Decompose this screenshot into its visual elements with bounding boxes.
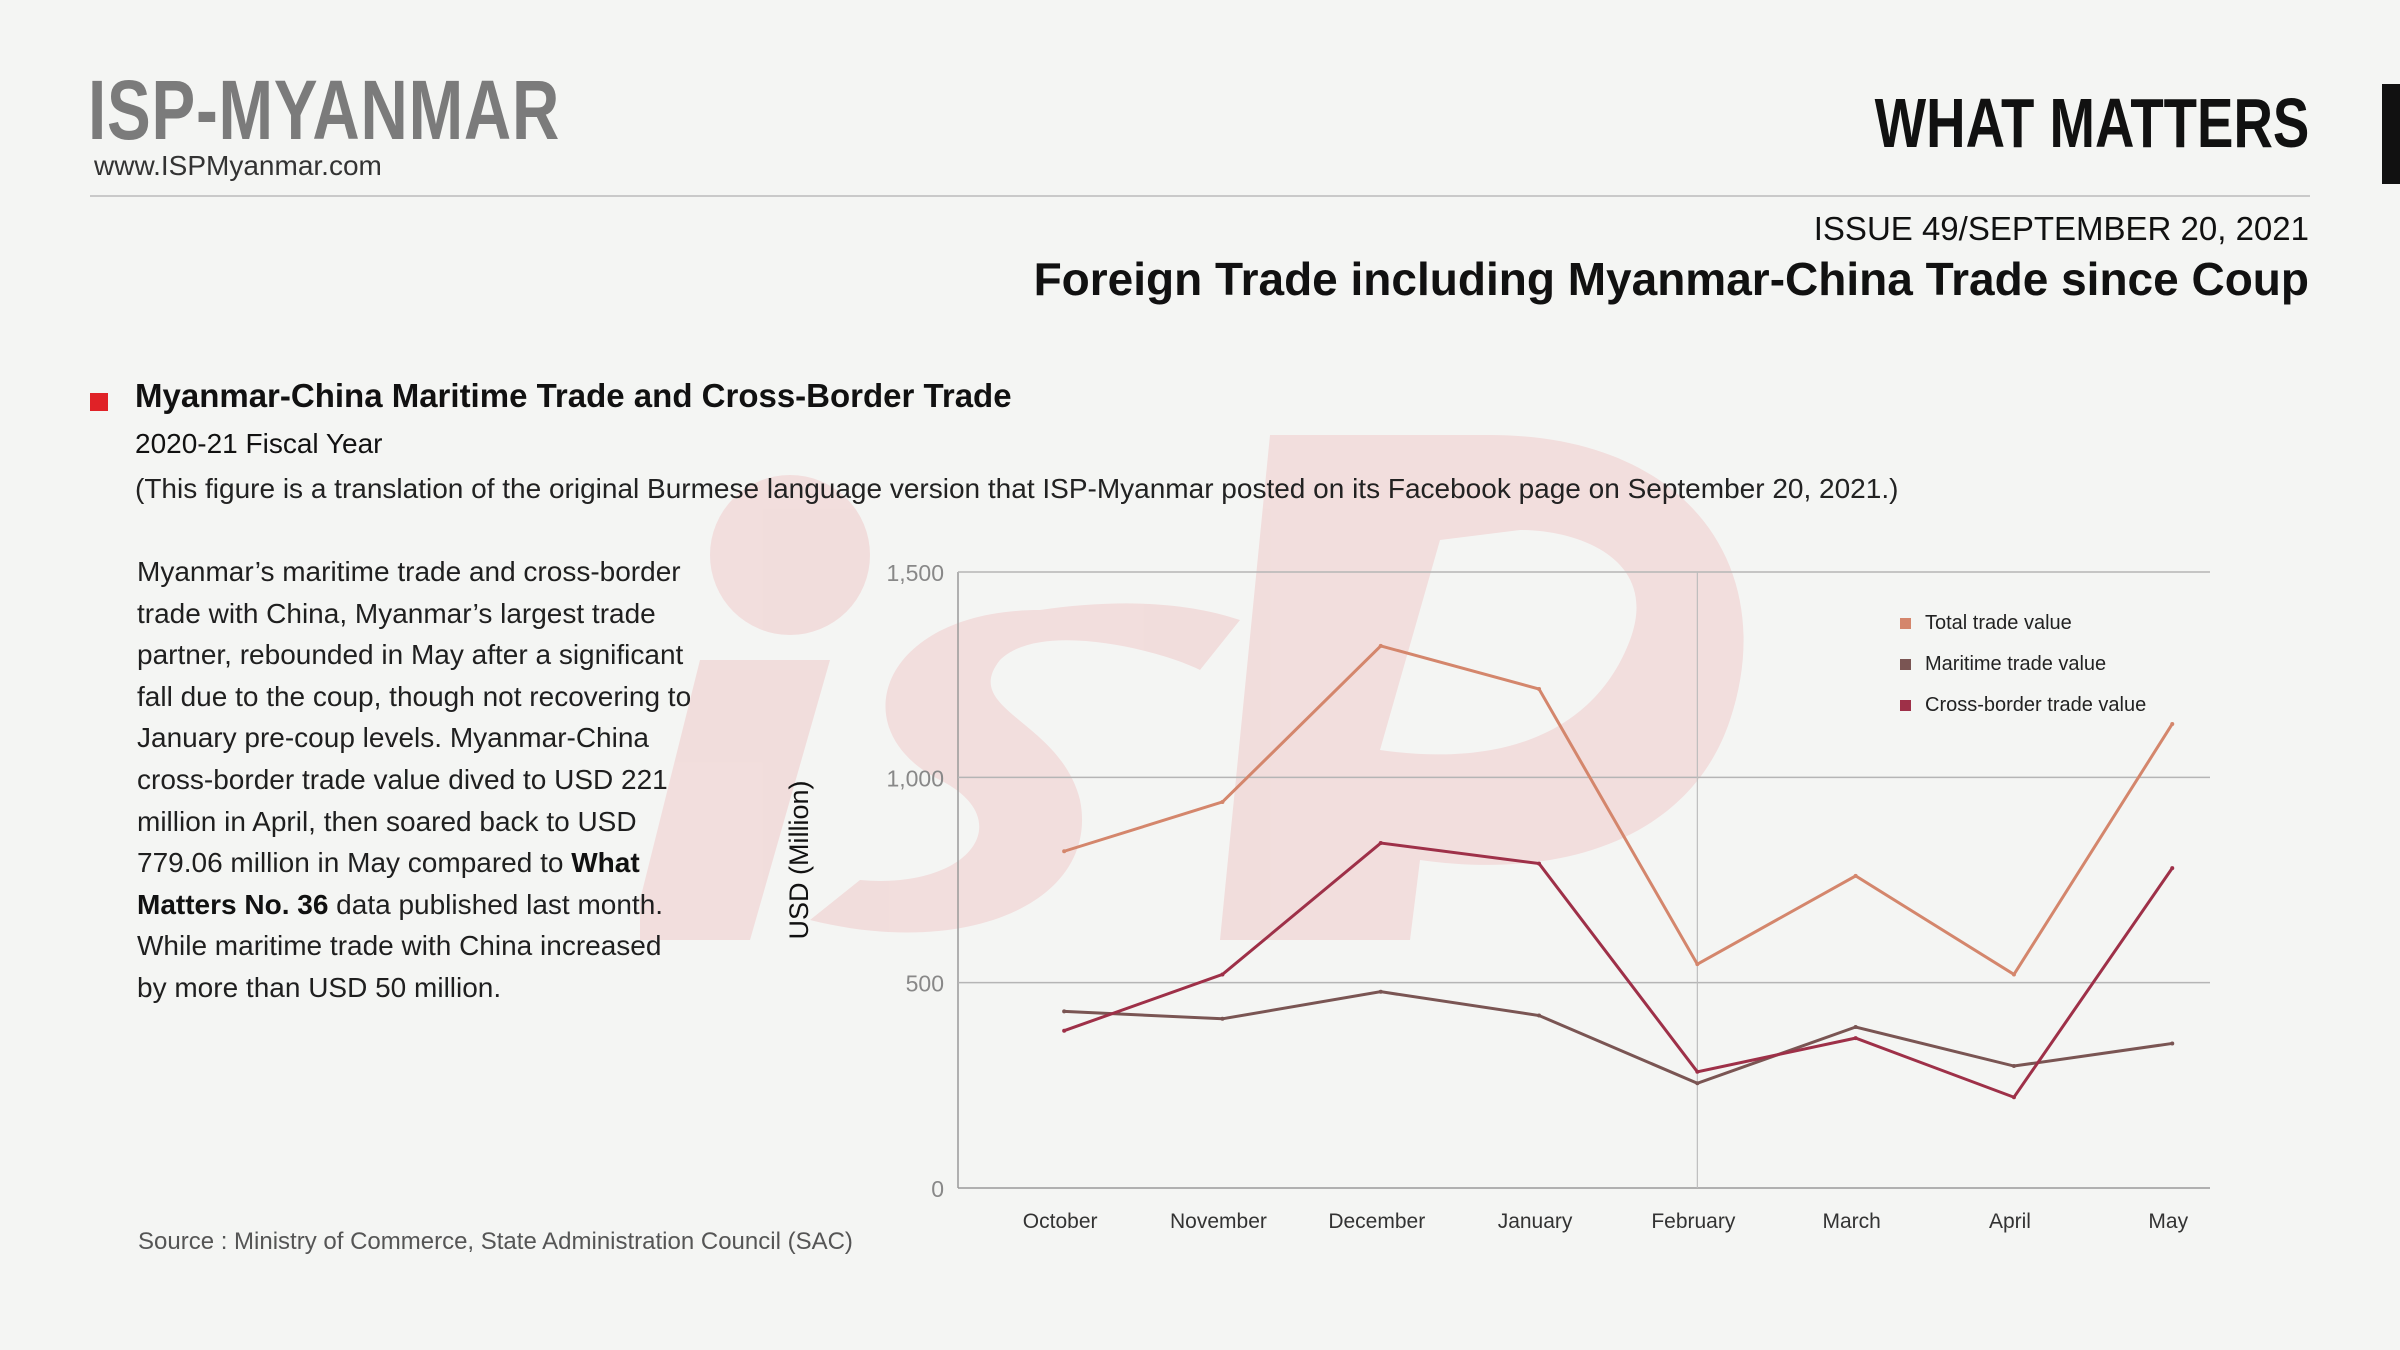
data-point bbox=[2011, 1095, 2016, 1100]
data-point bbox=[1378, 643, 1383, 648]
x-tick-label: April bbox=[1989, 1210, 2031, 1233]
series-line-2 bbox=[1063, 841, 2174, 1100]
body-text-part2: data published last month. While maritim… bbox=[137, 888, 664, 1003]
data-point bbox=[2170, 1041, 2175, 1046]
data-point bbox=[1695, 962, 1700, 967]
data-point bbox=[1695, 1069, 1700, 1074]
x-tick-label: January bbox=[1498, 1210, 1573, 1233]
edge-bar bbox=[2382, 84, 2400, 184]
source-note: Source : Ministry of Commerce, State Adm… bbox=[138, 1228, 853, 1255]
website-url[interactable]: www.ISPMyanmar.com bbox=[94, 150, 382, 181]
y-tick-label: 1,500 bbox=[886, 560, 944, 586]
data-point bbox=[1537, 861, 1542, 866]
y-tick-label: 0 bbox=[931, 1176, 944, 1202]
issue-date: ISSUE 49/SEPTEMBER 20, 2021 bbox=[1813, 210, 2309, 247]
data-point bbox=[2170, 721, 2175, 726]
section-bullet-square bbox=[90, 393, 108, 411]
legend-swatch bbox=[1900, 618, 1911, 629]
x-tick-label: May bbox=[2148, 1210, 2188, 1233]
legend-label: Cross-border trade value bbox=[1925, 694, 2146, 716]
data-point bbox=[1220, 1016, 1225, 1021]
data-point bbox=[1378, 989, 1383, 994]
translation-note: (This figure is a translation of the ori… bbox=[135, 473, 1899, 504]
data-point bbox=[1853, 1025, 1858, 1030]
data-point bbox=[1220, 972, 1225, 977]
legend-label: Total trade value bbox=[1925, 612, 2072, 634]
data-point bbox=[1220, 799, 1225, 804]
body-paragraph: Myanmar’s maritime trade and cross-borde… bbox=[137, 551, 697, 1009]
data-point bbox=[1695, 1081, 1700, 1086]
body-text-part1: Myanmar’s maritime trade and cross-borde… bbox=[137, 556, 692, 879]
body-text-bold: What Matters No. 36 bbox=[137, 847, 640, 920]
x-tick-label: March bbox=[1822, 1210, 1880, 1233]
data-point bbox=[1062, 849, 1067, 854]
y-tick-label: 500 bbox=[906, 971, 944, 997]
series-name: WHAT MATTERS bbox=[1874, 84, 2309, 162]
legend-label: Maritime trade value bbox=[1925, 653, 2106, 675]
legend-swatch bbox=[1900, 700, 1911, 711]
section-title: Myanmar-China Maritime Trade and Cross-B… bbox=[135, 377, 1012, 414]
y-axis-title: USD (Million) bbox=[784, 780, 814, 939]
header-divider bbox=[90, 195, 2310, 197]
data-point bbox=[1853, 873, 1858, 878]
isp-logo-watermark bbox=[640, 435, 1744, 940]
data-point bbox=[2011, 972, 2016, 977]
data-point bbox=[1062, 1028, 1067, 1033]
x-tick-label: October bbox=[1023, 1210, 1098, 1233]
x-tick-label: December bbox=[1328, 1210, 1425, 1233]
data-point bbox=[2170, 866, 2175, 871]
series-line-1 bbox=[1064, 990, 2173, 1085]
report-title: Foreign Trade including Myanmar-China Tr… bbox=[1033, 253, 2309, 305]
series-line-0 bbox=[1063, 644, 2174, 977]
brand-logo-text: ISP-MYANMAR bbox=[88, 63, 561, 157]
data-point bbox=[1378, 841, 1383, 846]
x-tick-label: February bbox=[1651, 1210, 1736, 1233]
data-point bbox=[1062, 1009, 1067, 1014]
data-point bbox=[2011, 1064, 2016, 1069]
y-tick-label: 1,000 bbox=[886, 765, 944, 791]
data-point bbox=[1537, 1013, 1542, 1018]
data-point bbox=[1853, 1036, 1858, 1041]
section-subtitle: 2020-21 Fiscal Year bbox=[135, 428, 383, 459]
x-tick-label: November bbox=[1170, 1210, 1267, 1233]
data-point bbox=[1537, 687, 1542, 692]
legend-swatch bbox=[1900, 659, 1911, 670]
